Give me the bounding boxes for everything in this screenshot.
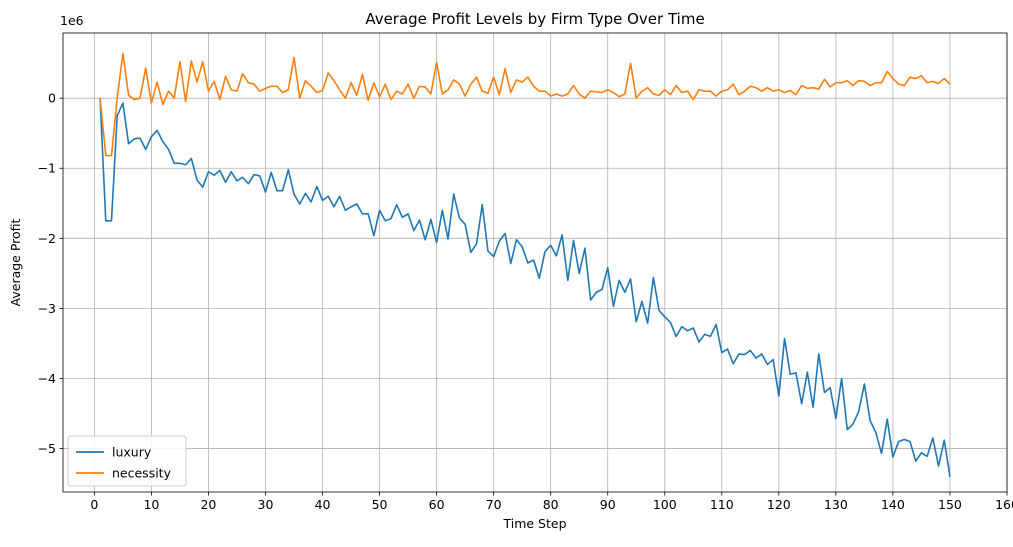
y-axis-label: Average Profit (8, 218, 23, 306)
x-tick-label: 10 (143, 497, 159, 512)
legend-label-luxury: luxury (112, 445, 152, 460)
y-tick-label: −2 (38, 231, 56, 246)
legend-label-necessity: necessity (112, 466, 172, 481)
axis-ticks: 0 10 20 30 40 50 60 70 80 90 100 110 120 130 140 150 160… (38, 91, 1013, 512)
x-tick-label: 30 (258, 497, 274, 512)
x-tick-label: 140 (881, 497, 905, 512)
plot-frame (62, 32, 1008, 493)
y-tick-label: −1 (38, 161, 56, 176)
x-tick-label: 0 (90, 497, 98, 512)
series-lines (99, 52, 951, 477)
y-axis-offset-text: 1e6 (60, 13, 84, 28)
x-tick-label: 150 (938, 497, 962, 512)
y-tick-label: 0 (48, 91, 56, 106)
x-tick-label: 100 (653, 497, 677, 512)
x-tick-label: 90 (600, 497, 616, 512)
x-tick-label: 130 (824, 497, 848, 512)
x-tick-label: 70 (486, 497, 502, 512)
y-tick-label: −4 (38, 371, 56, 386)
y-tick-label: −3 (38, 301, 56, 316)
x-tick-label: 60 (429, 497, 445, 512)
series-line-luxury (99, 98, 951, 477)
x-axis-label: Time Step (502, 516, 566, 531)
x-tick-label: 120 (767, 497, 791, 512)
x-tick-label: 80 (543, 497, 559, 512)
x-tick-label: 110 (710, 497, 734, 512)
grid (63, 33, 1008, 492)
x-tick-label: 160 (995, 497, 1013, 512)
y-tick-label: −5 (38, 441, 56, 456)
x-tick-label: 50 (372, 497, 388, 512)
chart-title: Average Profit Levels by Firm Type Over … (365, 10, 704, 28)
x-tick-label: 20 (200, 497, 216, 512)
legend: luxury necessity (67, 435, 187, 487)
x-tick-label: 40 (315, 497, 331, 512)
series-line-necessity (99, 52, 951, 157)
